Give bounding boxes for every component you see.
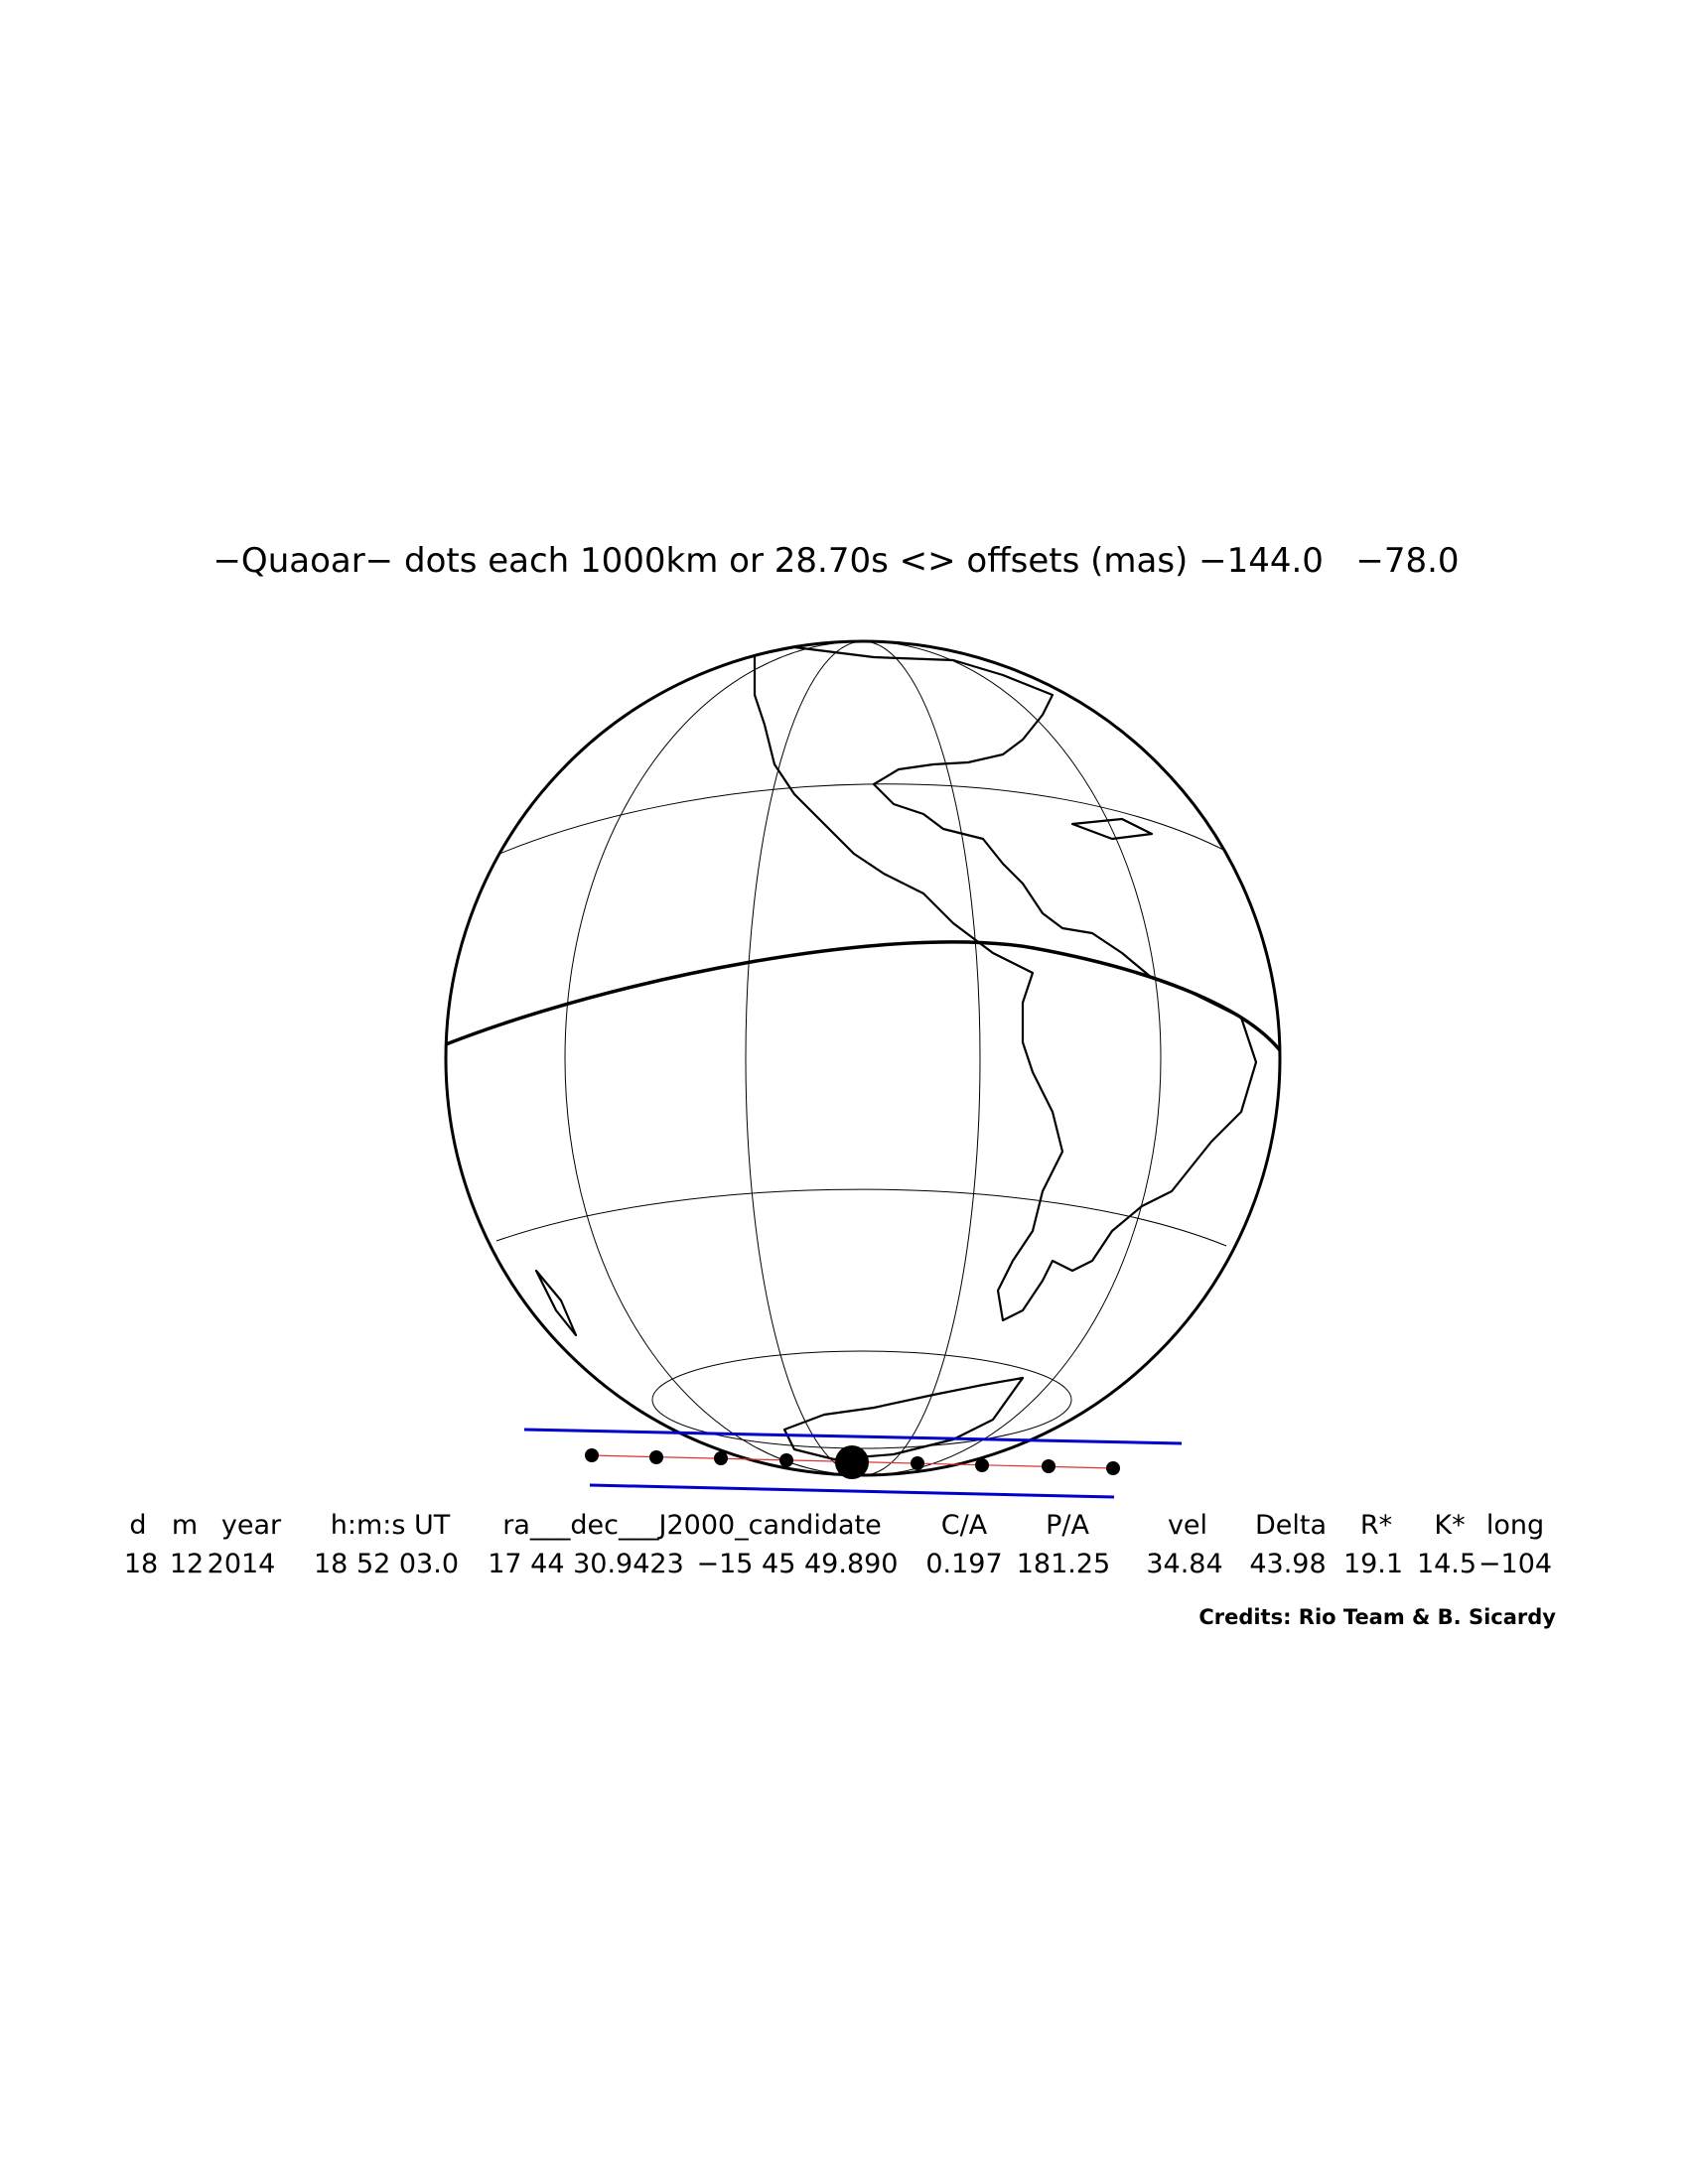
- ephemeris-table: d m year h:m:s UT ra___dec___J2000_candidate…: [124, 1510, 1552, 1579]
- time-dot: [1106, 1461, 1120, 1475]
- graticule: [446, 641, 1280, 1475]
- time-dot: [585, 1448, 599, 1462]
- time-dot: [911, 1456, 924, 1470]
- table-value: 181.25: [1017, 1549, 1110, 1579]
- shadow-path: [523, 1428, 1183, 1499]
- table-value: 0.197: [925, 1549, 1002, 1579]
- meridian: [745, 641, 981, 1475]
- table-value: 18 52 03.0: [314, 1549, 459, 1579]
- shadow-limit-south: [589, 1483, 1115, 1499]
- time-dot: [779, 1453, 793, 1467]
- title: −Quaoar− dots each 1000km or 28.70s <> o…: [212, 541, 1459, 581]
- table-header: year: [221, 1510, 282, 1541]
- table-header: C/A: [941, 1510, 988, 1541]
- parallel: [476, 783, 1232, 865]
- table-value: −15 45 49.890: [697, 1549, 899, 1579]
- table-header: long: [1486, 1510, 1544, 1541]
- table-value: 2014: [208, 1549, 276, 1579]
- table-header: P/A: [1046, 1510, 1089, 1541]
- time-dots: [585, 1445, 1120, 1479]
- table-header: d: [129, 1510, 146, 1541]
- shadow-limit-north: [523, 1428, 1183, 1445]
- table-value: −104: [1478, 1549, 1552, 1579]
- time-dot: [975, 1458, 989, 1472]
- caribbean: [1070, 817, 1154, 841]
- time-dot: [714, 1451, 728, 1465]
- table-value: 18: [124, 1549, 158, 1579]
- table-value: 14.5: [1417, 1549, 1477, 1579]
- table-header: h:m:s UT: [331, 1510, 451, 1541]
- meridian: [564, 641, 1162, 1475]
- globe: [444, 639, 1282, 1477]
- parallel: [495, 1188, 1227, 1247]
- credits: Credits: Rio Team & B. Sicardy: [1198, 1605, 1556, 1629]
- table-header: vel: [1168, 1510, 1207, 1541]
- americas: [753, 645, 1258, 1322]
- table-header: Delta: [1255, 1510, 1327, 1541]
- antarctica: [782, 1376, 1025, 1461]
- table-header: m: [172, 1510, 198, 1541]
- closest-approach-dot: [835, 1445, 869, 1479]
- table-header: ra___dec___J2000_candidate: [502, 1510, 881, 1541]
- table-header: K*: [1434, 1510, 1465, 1541]
- table-header: R*: [1360, 1510, 1392, 1541]
- table-value: 34.84: [1146, 1549, 1222, 1579]
- new-zealand: [534, 1269, 578, 1337]
- globe-outline: [444, 639, 1282, 1477]
- time-dot: [1042, 1459, 1055, 1473]
- time-dot: [649, 1450, 663, 1464]
- polar-circle: [651, 1350, 1072, 1449]
- table-value: 19.1: [1343, 1549, 1403, 1579]
- table-value: 17 44 30.9423: [488, 1549, 684, 1579]
- table-value: 12: [170, 1549, 204, 1579]
- table-value: 43.98: [1249, 1549, 1326, 1579]
